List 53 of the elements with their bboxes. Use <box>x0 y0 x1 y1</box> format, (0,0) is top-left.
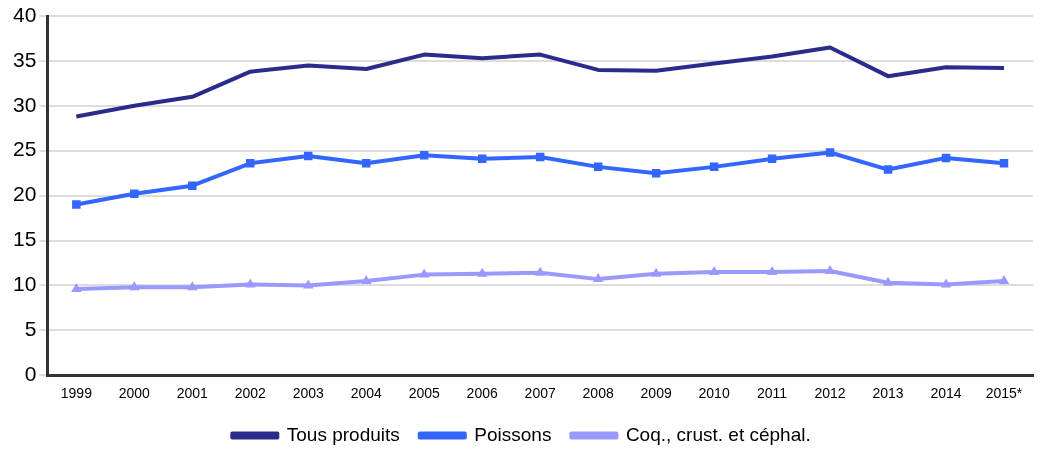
y-tick-label: 15 <box>13 227 37 251</box>
x-tick-label: 2010 <box>698 385 730 402</box>
y-tick-label: 20 <box>13 182 37 206</box>
point <box>999 159 1009 168</box>
x-tick-label: 2001 <box>176 385 209 402</box>
x-tick-label: 2013 <box>872 385 904 402</box>
legend-label: Poissons <box>474 423 552 445</box>
y-tick-label: 35 <box>13 47 37 71</box>
point <box>708 265 720 275</box>
point <box>361 274 372 284</box>
x-tick-label: 2006 <box>466 385 498 402</box>
point <box>650 267 662 277</box>
x-tick-label: 2007 <box>524 385 556 402</box>
x-tick-label: 2009 <box>640 385 672 402</box>
x-tick-label: 2002 <box>234 385 267 402</box>
point <box>882 276 894 286</box>
x-tick-label: 2008 <box>582 385 614 402</box>
point <box>825 148 835 157</box>
x-tick-label: 2011 <box>757 385 788 402</box>
point <box>188 181 197 190</box>
point <box>129 281 140 291</box>
point <box>304 151 313 161</box>
x-tick-label: 2014 <box>930 385 962 402</box>
x-tick-label: 2000 <box>118 385 151 402</box>
point <box>766 265 778 275</box>
point <box>72 200 81 209</box>
legend-label: Tous produits <box>286 423 400 445</box>
x-tick-label: 1999 <box>60 385 93 402</box>
y-tick-label: 5 <box>24 317 37 341</box>
x-tick-label: 2004 <box>350 385 383 402</box>
x-tick-label: 2012 <box>814 385 846 402</box>
y-tick-label: 0 <box>24 362 37 385</box>
x-tick-label: 2005 <box>408 385 440 402</box>
x-tick-label: 2015* <box>985 385 1023 402</box>
point <box>592 273 604 283</box>
point <box>187 281 198 291</box>
point <box>245 278 256 288</box>
point <box>998 274 1010 284</box>
point <box>883 165 893 174</box>
point <box>477 267 488 277</box>
point <box>71 282 82 292</box>
point <box>362 159 371 168</box>
point <box>419 268 430 278</box>
legend-label: Coq., crust. et céphal. <box>625 423 811 445</box>
point <box>130 189 139 199</box>
point <box>534 266 546 276</box>
y-tick-label: 30 <box>13 92 37 116</box>
y-tick-label: 25 <box>13 137 37 161</box>
point <box>940 278 952 288</box>
y-tick-label: 40 <box>13 2 37 26</box>
x-tick-label: 2003 <box>292 385 325 402</box>
y-tick-label: 10 <box>13 272 37 296</box>
point <box>246 159 255 168</box>
